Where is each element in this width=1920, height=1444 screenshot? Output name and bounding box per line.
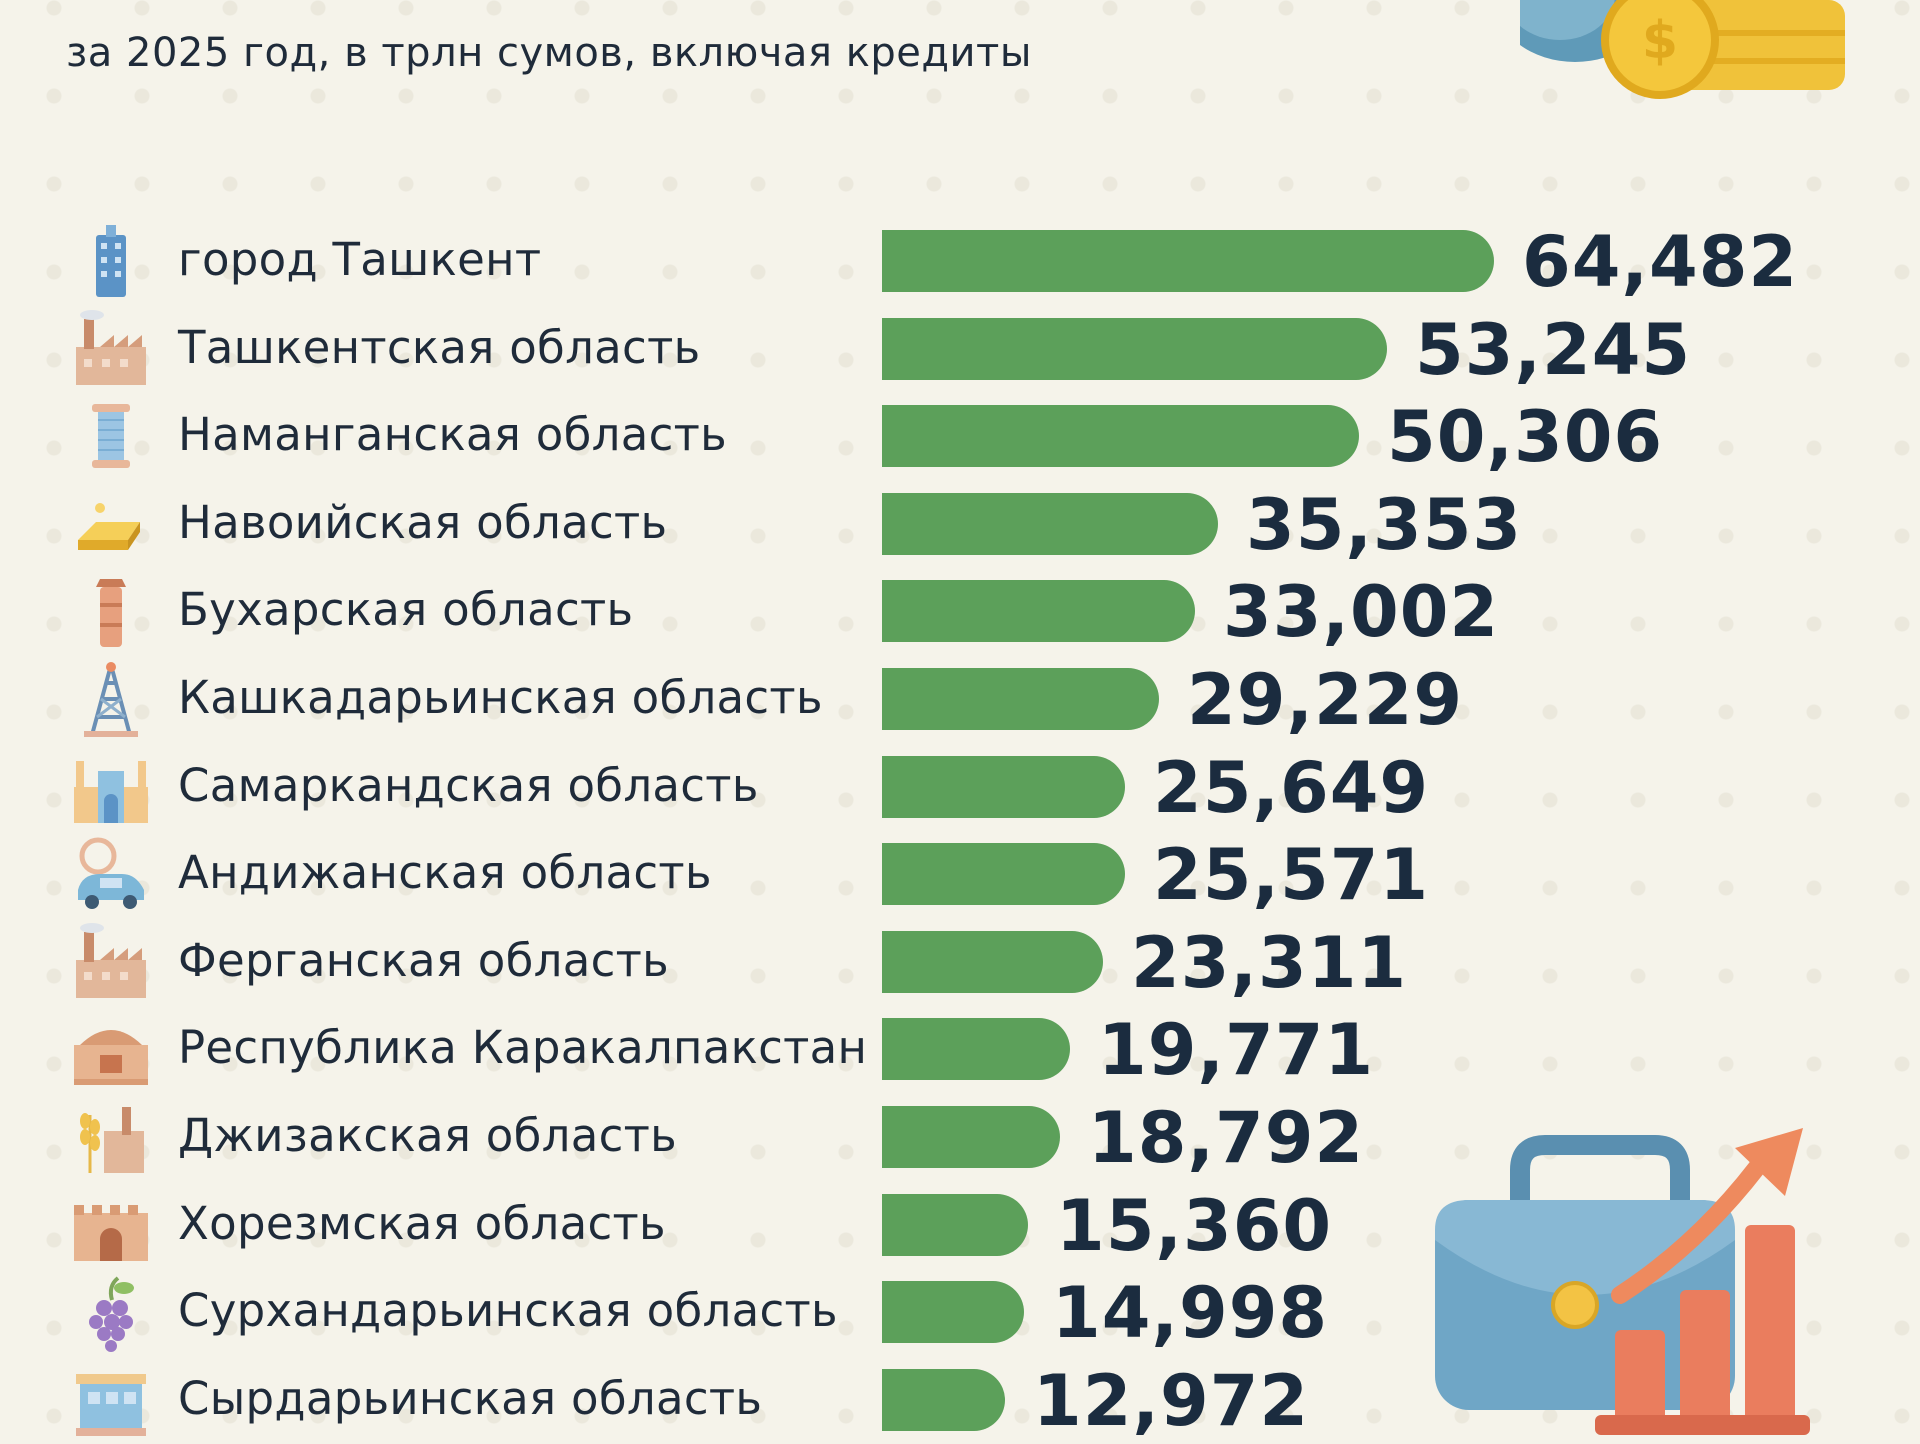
category-label: Сурхандарьинская область	[178, 1284, 838, 1338]
category-label: Сырдарьинская область	[178, 1371, 763, 1425]
value-label: 50,306	[1387, 396, 1664, 479]
value-label: 53,245	[1415, 308, 1692, 391]
coins-illustration: $	[1520, 0, 1845, 99]
value-label: 29,229	[1187, 659, 1464, 741]
bar	[882, 843, 1125, 906]
bar	[882, 755, 1125, 818]
bar	[882, 1281, 1024, 1344]
chart-row: Самаркандская область 25,649	[0, 747, 1920, 829]
oil-derrick-icon	[70, 659, 152, 739]
skyscraper-icon	[70, 221, 152, 301]
chart-row: Джизакская область 18,792	[0, 1097, 1920, 1179]
category-label: Хорезмская область	[178, 1196, 666, 1250]
value-label: 18,792	[1088, 1097, 1365, 1179]
bar	[882, 1368, 1005, 1431]
bar	[882, 930, 1103, 993]
category-label: Андижанская область	[178, 846, 712, 900]
chart-row: Кашкадарьинская область 29,229	[0, 659, 1920, 741]
chart-row: Наманганская область 50,306	[0, 396, 1920, 478]
chart-row: Бухарская область 33,002	[0, 571, 1920, 653]
category-label: Наманганская область	[178, 408, 727, 462]
city-gate-icon	[70, 1185, 152, 1265]
subtitle: за 2025 год, в трлн сумов, включая креди…	[66, 30, 1032, 76]
value-label: 33,002	[1223, 571, 1500, 654]
thread-spool-icon	[70, 396, 152, 476]
market-building-icon	[70, 1360, 152, 1440]
bar	[882, 317, 1387, 380]
grapes-icon	[70, 1272, 152, 1353]
briefcase-growth-illustration	[1435, 1128, 1810, 1435]
bar	[882, 1018, 1070, 1081]
chart-row: Ферганская область 23,311	[0, 922, 1920, 1004]
value-label: 23,311	[1131, 921, 1408, 1004]
value-label: 12,972	[1033, 1359, 1310, 1442]
chart-row: Республика Каракалпакстан 19,771	[0, 1009, 1920, 1091]
value-label: 15,360	[1056, 1184, 1333, 1267]
value-label: 64,482	[1522, 221, 1799, 303]
category-label: Навоийская область	[178, 495, 668, 549]
category-label: город Ташкент	[178, 233, 542, 286]
chart-row: Андижанская область 25,571	[0, 834, 1920, 916]
value-label: 14,998	[1052, 1272, 1329, 1355]
bar	[882, 668, 1159, 730]
value-label: 19,771	[1098, 1009, 1375, 1092]
factory-icon	[70, 922, 152, 1002]
category-label: Ферганская область	[178, 933, 669, 987]
bar	[882, 1106, 1060, 1168]
wheat-factory-icon	[70, 1097, 152, 1177]
category-label: Республика Каракалпакстан	[178, 1021, 868, 1075]
value-label: 25,571	[1153, 834, 1430, 917]
bar	[882, 405, 1359, 468]
bar	[882, 492, 1218, 555]
registan-icon	[70, 747, 152, 827]
car-icon	[70, 834, 152, 914]
chart-row: Ташкентская область 53,245	[0, 309, 1920, 391]
chart-row: Навоийская область 35,353	[0, 484, 1920, 566]
chart-row: Сурхандарьинская область 14,998	[0, 1272, 1920, 1354]
bar	[882, 1193, 1028, 1256]
factory-icon	[70, 309, 152, 389]
category-label: Ташкентская область	[178, 320, 701, 374]
fortress-icon	[70, 1009, 152, 1089]
chart-row: город Ташкент 64,482	[0, 221, 1920, 303]
category-label: Кашкадарьинская область	[178, 671, 823, 724]
chart-row: Сырдарьинская область 12,972	[0, 1360, 1920, 1442]
bar	[882, 580, 1195, 643]
gold-bar-icon	[70, 484, 152, 564]
minaret-icon	[70, 571, 152, 651]
category-label: Джизакская область	[178, 1109, 677, 1162]
chart-row: Хорезмская область 15,360	[0, 1185, 1920, 1267]
category-label: Самаркандская область	[178, 758, 759, 812]
value-label: 25,649	[1153, 746, 1430, 829]
svg-text:$: $	[1642, 11, 1678, 71]
value-label: 35,353	[1246, 483, 1523, 566]
bar	[882, 230, 1494, 292]
category-label: Бухарская область	[178, 583, 634, 637]
